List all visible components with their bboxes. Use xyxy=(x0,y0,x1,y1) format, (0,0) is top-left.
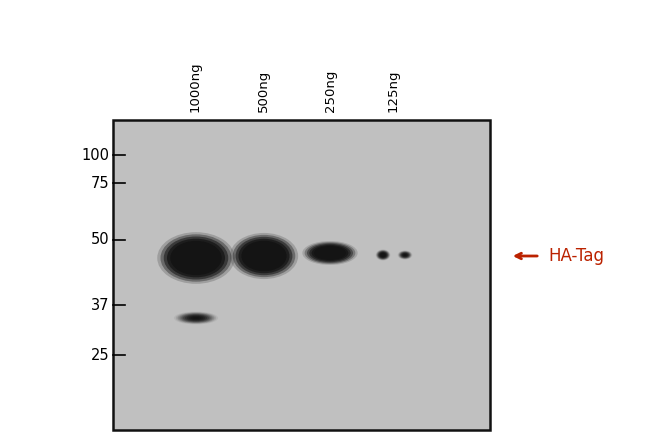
Ellipse shape xyxy=(233,235,295,277)
Ellipse shape xyxy=(170,241,222,275)
Text: 250ng: 250ng xyxy=(324,70,337,112)
Ellipse shape xyxy=(378,251,388,259)
Text: 75: 75 xyxy=(90,176,109,191)
Text: 500ng: 500ng xyxy=(257,70,270,112)
Ellipse shape xyxy=(400,251,411,258)
Ellipse shape xyxy=(187,315,205,321)
Ellipse shape xyxy=(400,252,410,258)
Ellipse shape xyxy=(382,254,384,256)
Ellipse shape xyxy=(401,253,409,257)
Ellipse shape xyxy=(398,251,412,260)
Ellipse shape xyxy=(379,252,387,258)
Ellipse shape xyxy=(314,246,346,260)
Ellipse shape xyxy=(188,316,203,320)
Ellipse shape xyxy=(400,252,410,258)
Ellipse shape xyxy=(402,254,408,257)
Ellipse shape xyxy=(181,314,211,322)
Ellipse shape xyxy=(318,248,341,258)
Ellipse shape xyxy=(380,253,385,257)
Ellipse shape xyxy=(380,253,386,257)
Ellipse shape xyxy=(167,239,225,277)
Ellipse shape xyxy=(321,249,339,257)
Ellipse shape xyxy=(241,240,287,271)
Ellipse shape xyxy=(250,247,278,265)
Ellipse shape xyxy=(376,250,390,260)
Ellipse shape xyxy=(378,251,389,259)
Ellipse shape xyxy=(326,251,335,255)
Ellipse shape xyxy=(187,252,205,265)
Ellipse shape xyxy=(309,244,351,262)
Ellipse shape xyxy=(380,252,387,258)
Ellipse shape xyxy=(381,254,385,256)
Ellipse shape xyxy=(235,237,292,275)
Ellipse shape xyxy=(174,243,218,273)
Ellipse shape xyxy=(302,241,358,265)
Ellipse shape xyxy=(255,251,272,261)
Ellipse shape xyxy=(190,254,202,262)
Ellipse shape xyxy=(317,247,344,259)
Ellipse shape xyxy=(323,250,337,256)
Ellipse shape xyxy=(253,248,275,264)
Bar xyxy=(113,120,490,430)
Text: 125ng: 125ng xyxy=(387,70,400,112)
Text: 25: 25 xyxy=(90,347,109,363)
Ellipse shape xyxy=(403,254,407,256)
Ellipse shape xyxy=(377,251,389,260)
Ellipse shape xyxy=(161,234,231,282)
Ellipse shape xyxy=(259,252,270,260)
Ellipse shape xyxy=(244,243,284,269)
Ellipse shape xyxy=(183,314,209,322)
Ellipse shape xyxy=(398,251,411,259)
Ellipse shape xyxy=(185,315,207,321)
Ellipse shape xyxy=(307,243,353,263)
Ellipse shape xyxy=(247,244,281,268)
Text: 100: 100 xyxy=(81,148,109,162)
Ellipse shape xyxy=(402,253,408,257)
Ellipse shape xyxy=(176,312,216,324)
Text: HA-Tag: HA-Tag xyxy=(548,247,604,265)
Ellipse shape xyxy=(177,313,214,323)
Ellipse shape xyxy=(404,254,406,256)
Ellipse shape xyxy=(311,245,348,261)
Ellipse shape xyxy=(174,311,218,325)
Ellipse shape xyxy=(177,245,215,271)
Ellipse shape xyxy=(192,317,200,319)
Text: 50: 50 xyxy=(90,233,109,247)
Ellipse shape xyxy=(239,239,289,273)
Ellipse shape xyxy=(179,313,213,323)
Text: 1000ng: 1000ng xyxy=(188,61,202,112)
Ellipse shape xyxy=(183,250,209,267)
Ellipse shape xyxy=(157,232,235,284)
Ellipse shape xyxy=(180,247,212,268)
Ellipse shape xyxy=(230,233,298,279)
Ellipse shape xyxy=(190,316,202,320)
Text: 37: 37 xyxy=(90,297,109,312)
Ellipse shape xyxy=(305,242,356,264)
Ellipse shape xyxy=(164,237,228,279)
Ellipse shape xyxy=(399,251,411,259)
Ellipse shape xyxy=(376,250,391,261)
